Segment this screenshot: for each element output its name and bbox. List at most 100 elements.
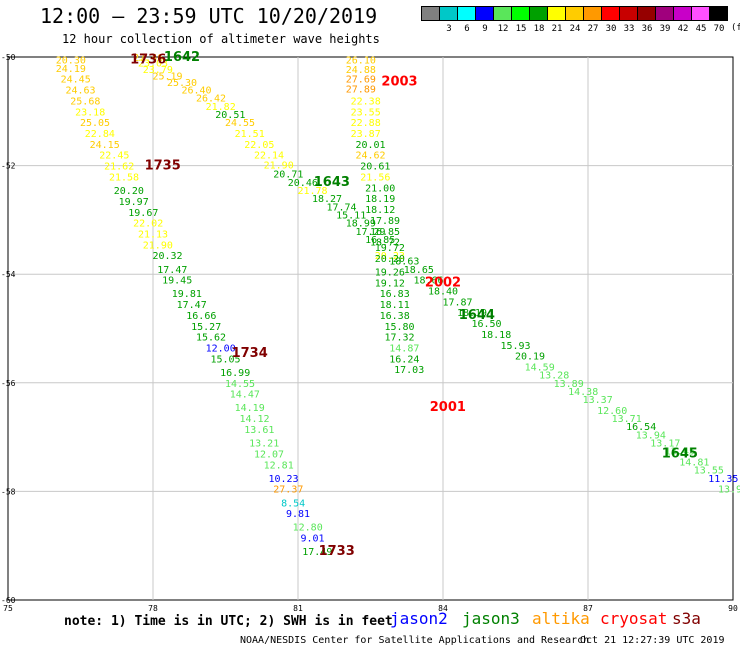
- wave-height-value: 13.89: [554, 379, 584, 390]
- wave-height-value: 13.28: [539, 371, 569, 382]
- wave-height-value: 9.01: [300, 534, 324, 545]
- wave-height-value: 16.24: [389, 354, 419, 365]
- wave-height-value: 20.30: [56, 56, 86, 67]
- satellite-s3a: s3a: [672, 609, 701, 628]
- satellite-jason2: jason2: [390, 609, 448, 628]
- wave-height-value: 15.93: [500, 341, 530, 352]
- legend-item: 12: [493, 6, 512, 34]
- wave-height-value: 19.97: [119, 197, 149, 208]
- x-tick-label: 75: [3, 604, 13, 613]
- wave-height-value: 25.19: [152, 71, 182, 82]
- wave-height-value: 22.45: [99, 151, 129, 162]
- wave-height-value: 17.03: [394, 365, 424, 376]
- legend-label: 30: [605, 24, 617, 34]
- wave-height-value: 14.81: [679, 458, 709, 469]
- footer-note: note: 1) Time is in UTC; 2) SWH is in fe…: [64, 614, 393, 629]
- track-jason3-east: 20.2318.6318.6518.6618.4017.8718.1916.50…: [375, 251, 740, 495]
- wave-height-value: 20.01: [355, 140, 385, 151]
- legend-item: 70: [709, 6, 728, 34]
- wave-height-value: 12.81: [264, 460, 294, 471]
- wave-height-value: 21.51: [235, 129, 265, 140]
- wave-height-value: 21.78: [297, 186, 327, 197]
- wave-height-value: 21.62: [104, 162, 134, 173]
- legend-label: 9: [482, 24, 488, 34]
- page-title: 12:00 – 23:59 UTC 10/20/2019: [40, 4, 378, 28]
- wave-height-value: 18.66: [413, 276, 443, 287]
- legend-label: 33: [623, 24, 635, 34]
- wave-height-value: 22.38: [351, 96, 381, 107]
- y-tick-label: -58: [1, 487, 16, 496]
- legend-unit: (ft): [731, 23, 740, 33]
- wave-height-value: 16.83: [380, 289, 410, 300]
- wave-height-value: 18.63: [389, 257, 419, 268]
- wave-height-value: 27.89: [346, 84, 376, 95]
- y-tick-label: -54: [1, 270, 16, 279]
- altimeter-tracks: 20.3024.1924.4524.6325.6823.1825.0522.84…: [56, 53, 740, 558]
- legend-label: 70: [713, 24, 725, 34]
- legend-label: 39: [659, 24, 671, 34]
- wave-height-value: 17.47: [157, 265, 187, 276]
- wave-height-value: 12.60: [597, 406, 627, 417]
- wave-height-value: 20.32: [152, 251, 182, 262]
- wave-height-value: 8.54: [281, 498, 305, 509]
- wave-height-value: 18.40: [428, 286, 458, 297]
- axis-ticks: 75 78 81 84 87 90 -50 -52 -54 -56 -58 -60: [1, 53, 738, 613]
- pass-time-cryosat: 2001: [430, 400, 466, 415]
- x-tick-label: 78: [148, 604, 158, 613]
- wave-height-value: 13.55: [694, 466, 724, 477]
- track-cryosat: 26.1024.8827.6927.8922.3823.5522.8823.87…: [346, 56, 424, 377]
- x-tick-label: 87: [583, 604, 593, 613]
- wave-height-value: 13.21: [249, 439, 279, 450]
- pass-time-jason3: 1644: [459, 308, 495, 323]
- wave-height-value: 14.87: [389, 344, 419, 355]
- wave-height-value: 24.15: [90, 140, 120, 151]
- pass-time-jason3: 1643: [314, 175, 350, 190]
- wave-height-value: 13.17: [650, 439, 680, 450]
- wave-height-value: 22.14: [254, 151, 284, 162]
- x-tick-label: 81: [293, 604, 303, 613]
- wave-height-value: 13.93: [718, 485, 740, 496]
- wave-height-value: 17.32: [384, 333, 414, 344]
- map-grid: [7, 56, 734, 601]
- wave-height-value: 14.59: [525, 363, 555, 374]
- wave-height-value: 25.68: [70, 96, 100, 107]
- wave-height-value: 24.88: [346, 65, 376, 76]
- wave-height-value: 9.81: [286, 509, 310, 520]
- satellite-cryosat: cryosat: [600, 609, 668, 628]
- pass-time-jason3: 1645: [662, 446, 698, 461]
- x-tick-label: 84: [438, 604, 448, 613]
- wave-height-value: 12.80: [293, 523, 323, 534]
- wave-height-value: 20.46: [288, 178, 318, 189]
- wave-height-value: 25.05: [80, 118, 110, 129]
- legend-label: 21: [551, 24, 563, 34]
- wave-height-value: 15.62: [196, 333, 226, 344]
- wave-height-value: 18.27: [312, 194, 342, 205]
- wave-height-value: 18.65: [404, 265, 434, 276]
- wave-height-value: 14.47: [230, 390, 260, 401]
- pass-time-cryosat: 2002: [425, 275, 461, 290]
- wave-height-value: 16.85: [365, 235, 395, 246]
- wave-height-value: 21.56: [360, 172, 390, 183]
- legend-label: 42: [677, 24, 689, 34]
- wave-height-value: 17.49: [302, 547, 332, 558]
- wave-height-value: 23.79: [143, 65, 173, 76]
- wave-height-value: 19.72: [375, 243, 405, 254]
- wave-height-value: 27.69: [346, 75, 376, 86]
- page-subtitle: 12 hour collection of altimeter wave hei…: [62, 32, 380, 46]
- generated-timestamp: Oct 21 12:27:39 UTC 2019: [580, 635, 725, 646]
- wave-height-value: 18.18: [481, 330, 511, 341]
- wave-height-value: 22.88: [351, 118, 381, 129]
- wave-height-value: 20.20: [114, 186, 144, 197]
- wave-height-value: 14.19: [235, 403, 265, 414]
- wave-height-value: 17.47: [177, 300, 207, 311]
- wave-height-value: 24.62: [355, 151, 385, 162]
- wave-height-value: 13.71: [612, 414, 642, 425]
- satellite-altika: altika: [532, 609, 590, 628]
- wave-height-value: 23.55: [351, 107, 381, 118]
- wave-height-value: 19.45: [162, 276, 192, 287]
- wave-height-value: 10.23: [268, 474, 298, 485]
- wave-height-value: 22.84: [85, 129, 115, 140]
- wave-height-value: 18.11: [380, 300, 410, 311]
- wave-height-value: 16.99: [220, 368, 250, 379]
